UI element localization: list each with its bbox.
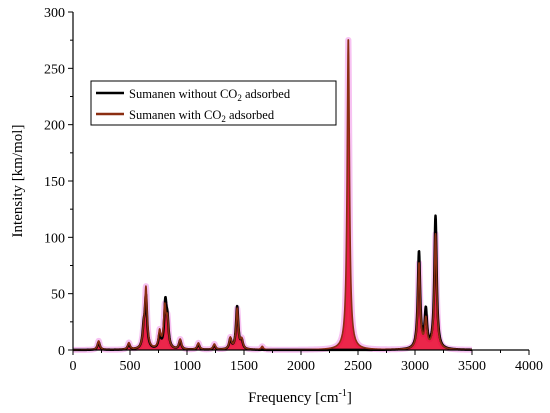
y-tick-label: 200: [44, 119, 65, 134]
legend-label-without-co2: Sumanen without CO2 adsorbed: [129, 87, 291, 103]
y-tick-label: 300: [44, 6, 65, 21]
x-tick-label: 3000: [401, 359, 429, 374]
legend-box: [90, 80, 337, 126]
x-tick-label: 0: [70, 359, 77, 374]
y-axis-title: Intensity [km/mol]: [10, 125, 26, 238]
y-tick-label: 50: [51, 288, 65, 303]
series-without-co2-line: [71, 214, 474, 352]
x-axis-title: Frequency [cm-1]: [248, 388, 352, 406]
legend-label-with-co2: Sumanen with CO2 adsorbed: [129, 108, 275, 124]
axes: [68, 11, 530, 355]
tick-labels: 0 500 1000 1500 2000 2500 3000 3500 4000 0 50 100 15…: [44, 6, 543, 374]
x-tick-label: 500: [120, 359, 141, 374]
x-tick-label: 1500: [230, 359, 258, 374]
x-tick-label: 3500: [458, 359, 486, 374]
legend: Sumanen without CO2 adsorbed Sumanen wit…: [90, 80, 337, 126]
x-tick-label: 2000: [287, 359, 315, 374]
y-tick-label: 100: [44, 231, 65, 246]
y-tick-label: 250: [44, 62, 65, 77]
y-tick-label: 150: [44, 175, 65, 190]
y-tick-label: 0: [58, 344, 65, 359]
x-tick-label: 1000: [173, 359, 201, 374]
x-tick-label: 4000: [515, 359, 543, 374]
x-tick-label: 2500: [344, 359, 372, 374]
